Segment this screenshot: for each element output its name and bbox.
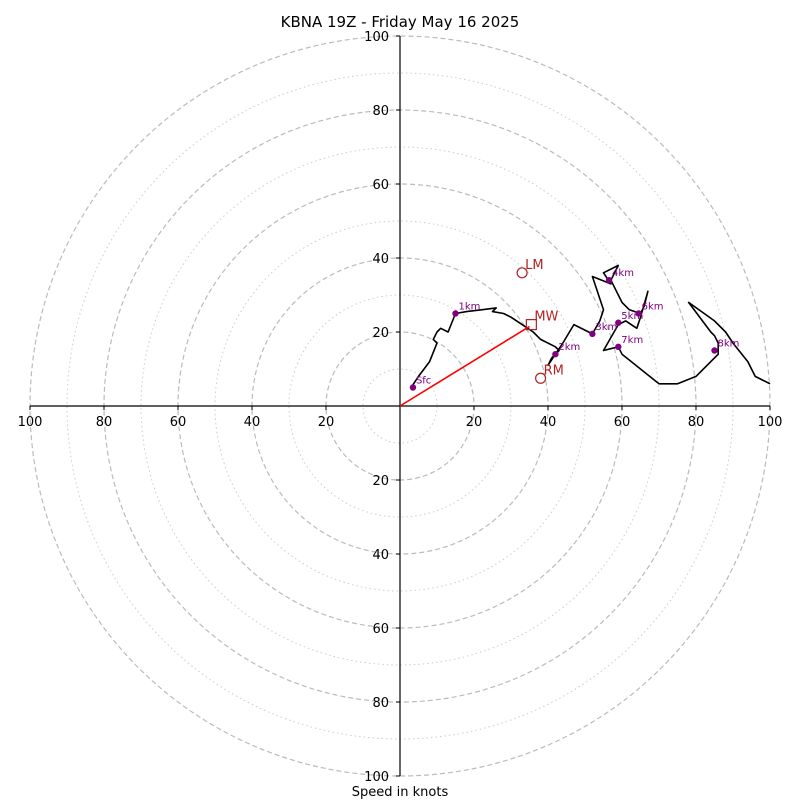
motion-label-lm: LM xyxy=(525,258,543,273)
x-tick-label: 80 xyxy=(96,415,113,430)
height-label-7km: 7km xyxy=(621,335,643,346)
height-label-4km: 4km xyxy=(612,268,634,279)
y-tick-label: 100 xyxy=(364,770,389,785)
mean-wind-vector xyxy=(399,325,530,407)
motion-label-rm: RM xyxy=(544,363,564,378)
height-label-sfc: Sfc xyxy=(416,376,431,387)
height-label-2km: 2km xyxy=(558,342,580,353)
motion-label-mw: MW xyxy=(534,310,558,325)
height-point-6km xyxy=(635,310,642,317)
height-point-4km xyxy=(605,277,613,284)
height-point-5km xyxy=(615,319,622,326)
x-tick-label: 80 xyxy=(688,415,705,430)
hodograph-line xyxy=(410,264,771,388)
y-tick-label: 20 xyxy=(372,474,389,489)
x-axis-label: Speed in knots xyxy=(352,785,449,800)
height-point-2km xyxy=(552,351,559,358)
height-point-sfc xyxy=(409,384,417,391)
height-point-3km xyxy=(589,330,596,338)
y-tick-label: 80 xyxy=(372,696,389,711)
height-point-7km xyxy=(615,343,622,350)
motion-marker-lm xyxy=(516,267,528,279)
height-label-3km: 3km xyxy=(595,322,617,333)
height-point-1km xyxy=(452,310,459,317)
y-tick-label: 100 xyxy=(364,30,389,45)
x-tick-label: 40 xyxy=(540,415,557,430)
height-label-5km: 5km xyxy=(621,311,643,322)
hodograph-trace xyxy=(410,264,771,388)
x-tick-label: 60 xyxy=(614,415,631,430)
height-label-8km: 8km xyxy=(718,339,740,350)
y-tick-label: 20 xyxy=(372,326,389,341)
x-tick-label: 100 xyxy=(758,415,783,430)
y-tick-label: 60 xyxy=(372,178,389,193)
height-label-1km: 1km xyxy=(459,302,481,313)
y-tick-label: 40 xyxy=(372,548,389,563)
x-tick-label: 20 xyxy=(466,415,483,430)
height-point-8km xyxy=(711,347,718,354)
height-label-6km: 6km xyxy=(642,302,664,313)
x-tick-label: 60 xyxy=(170,415,187,430)
motion-marker-mw xyxy=(525,319,537,331)
chart-title: KBNA 19Z - Friday May 16 2025 xyxy=(281,13,520,31)
x-tick-label: 40 xyxy=(244,415,261,430)
x-tick-label: 100 xyxy=(18,415,43,430)
y-tick-label: 60 xyxy=(372,622,389,637)
tick-labels: 100 80 60 40 20 20 40 60 80 100 100 80 60 40 20 20 40 60 8… xyxy=(18,30,783,785)
x-tick-label: 20 xyxy=(318,415,335,430)
y-tick-label: 80 xyxy=(372,104,389,119)
y-tick-label: 40 xyxy=(372,252,389,267)
motion-marker-rm xyxy=(534,372,547,384)
